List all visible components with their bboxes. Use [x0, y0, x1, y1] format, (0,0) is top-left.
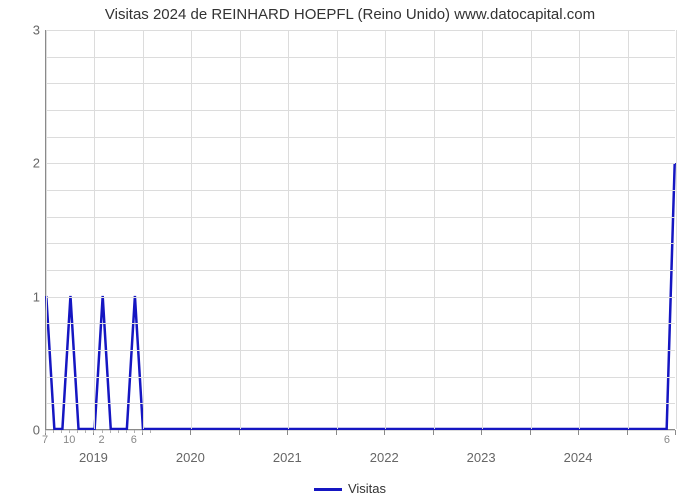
x-month-label: 2 — [98, 434, 104, 446]
y-tick-label: 2 — [12, 156, 40, 171]
horizontal-minor-gridline — [46, 350, 675, 351]
horizontal-minor-gridline — [46, 137, 675, 138]
vertical-gridline — [434, 30, 435, 429]
horizontal-gridline — [46, 30, 675, 31]
x-tick-mark — [433, 430, 434, 435]
x-tick-mark — [530, 430, 531, 435]
horizontal-gridline — [46, 163, 675, 164]
vertical-gridline — [579, 30, 580, 429]
x-month-label: 7 — [42, 434, 48, 446]
vertical-gridline — [94, 30, 95, 429]
x-year-label: 2023 — [467, 450, 496, 465]
x-tick-mark — [578, 430, 579, 435]
vertical-gridline — [482, 30, 483, 429]
horizontal-minor-gridline — [46, 270, 675, 271]
x-minor-tick — [142, 430, 143, 433]
y-tick-label: 0 — [12, 423, 40, 438]
horizontal-minor-gridline — [46, 217, 675, 218]
x-minor-tick — [126, 430, 127, 433]
y-tick-label: 3 — [12, 23, 40, 38]
y-tick-label: 1 — [12, 289, 40, 304]
horizontal-minor-gridline — [46, 403, 675, 404]
x-minor-tick — [77, 430, 78, 433]
vertical-gridline — [337, 30, 338, 429]
x-minor-tick — [110, 430, 111, 433]
x-minor-tick — [93, 430, 94, 433]
x-minor-tick — [45, 430, 46, 433]
x-minor-tick — [134, 430, 135, 433]
x-tick-mark — [481, 430, 482, 435]
x-month-label: 10 — [63, 434, 75, 446]
horizontal-minor-gridline — [46, 323, 675, 324]
vertical-gridline — [676, 30, 677, 429]
x-tick-mark — [287, 430, 288, 435]
horizontal-minor-gridline — [46, 57, 675, 58]
x-tick-mark — [627, 430, 628, 435]
vertical-gridline — [628, 30, 629, 429]
horizontal-minor-gridline — [46, 190, 675, 191]
legend: Visitas — [0, 481, 700, 496]
x-tick-mark — [336, 430, 337, 435]
vertical-gridline — [288, 30, 289, 429]
horizontal-minor-gridline — [46, 110, 675, 111]
vertical-gridline — [531, 30, 532, 429]
vertical-gridline — [385, 30, 386, 429]
x-month-label: 6 — [664, 434, 670, 446]
vertical-gridline — [240, 30, 241, 429]
legend-label: Visitas — [348, 481, 386, 496]
vertical-gridline — [143, 30, 144, 429]
x-minor-tick — [69, 430, 70, 433]
x-minor-tick — [61, 430, 62, 433]
x-month-label: 6 — [131, 434, 137, 446]
x-minor-tick — [53, 430, 54, 433]
x-tick-mark — [190, 430, 191, 435]
chart-title: Visitas 2024 de REINHARD HOEPFL (Reino U… — [0, 6, 700, 23]
x-year-label: 2020 — [176, 450, 205, 465]
horizontal-gridline — [46, 430, 675, 431]
x-year-label: 2019 — [79, 450, 108, 465]
x-tick-mark — [384, 430, 385, 435]
chart-container: Visitas 2024 de REINHARD HOEPFL (Reino U… — [0, 0, 700, 500]
x-minor-tick — [118, 430, 119, 433]
vertical-gridline — [46, 30, 47, 429]
horizontal-minor-gridline — [46, 243, 675, 244]
x-year-label: 2024 — [564, 450, 593, 465]
x-minor-tick — [150, 430, 151, 433]
x-year-label: 2021 — [273, 450, 302, 465]
line-series — [46, 30, 675, 429]
x-tick-mark — [239, 430, 240, 435]
legend-swatch — [314, 488, 342, 491]
x-year-label: 2022 — [370, 450, 399, 465]
vertical-gridline — [191, 30, 192, 429]
x-minor-tick — [102, 430, 103, 433]
horizontal-minor-gridline — [46, 377, 675, 378]
plot-area — [45, 30, 675, 430]
x-minor-tick — [85, 430, 86, 433]
horizontal-gridline — [46, 297, 675, 298]
x-tick-mark — [675, 430, 676, 435]
horizontal-minor-gridline — [46, 83, 675, 84]
